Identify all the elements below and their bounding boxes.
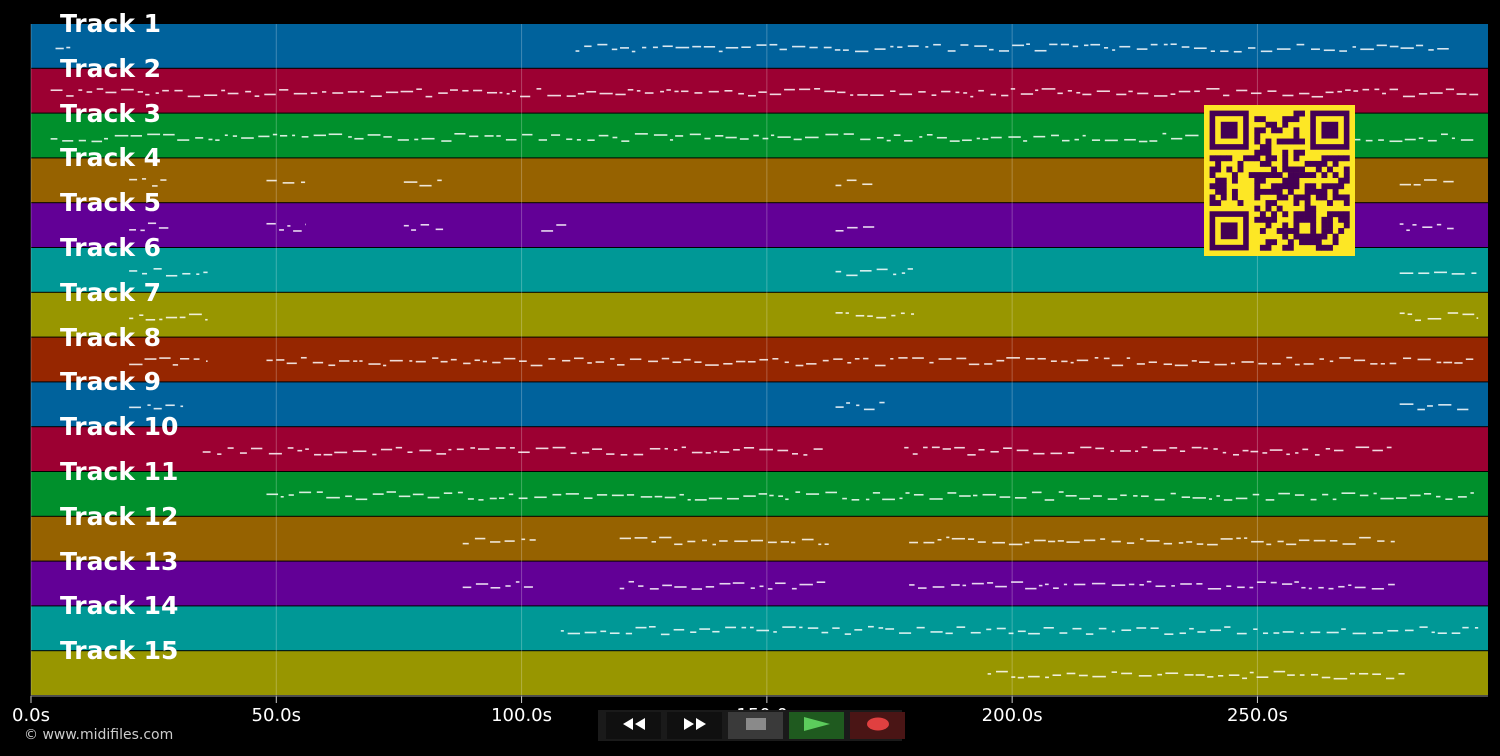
fast-forward-button[interactable] [667, 712, 722, 739]
fast-forward-icon [680, 716, 710, 735]
stop-icon [744, 716, 768, 735]
track-label: Track 15 [60, 636, 179, 666]
transport-bar [598, 710, 905, 741]
rewind-icon [619, 716, 649, 735]
record-icon [865, 716, 891, 735]
track-band [31, 561, 1488, 606]
play-icon [802, 716, 832, 735]
track-label: Track 6 [60, 233, 162, 262]
track-label: Track 13 [60, 546, 179, 576]
track-label: Track 12 [60, 501, 179, 531]
track-label: Track 9 [60, 367, 162, 397]
rewind-button[interactable] [606, 712, 661, 739]
time-tick-label: 250.0s [1226, 705, 1288, 726]
time-tick-label: 50.0s [251, 705, 302, 726]
track-label: Track 1 [60, 9, 162, 38]
time-tick-label: 0.0s [11, 705, 51, 726]
track-label: Track 7 [60, 277, 162, 307]
copyright-notice: © www.midifiles.com [24, 727, 174, 743]
track-label: Track 11 [60, 457, 179, 486]
play-button[interactable] [789, 712, 844, 739]
track-band [31, 651, 1488, 695]
track-label: Track 8 [60, 322, 162, 352]
track-label: Track 3 [60, 98, 162, 128]
track-label: Track 4 [60, 143, 162, 173]
track-label: Track 14 [60, 591, 179, 621]
track-band [31, 24, 1488, 68]
track-label: Track 10 [60, 412, 179, 442]
track-label: Track 2 [60, 53, 162, 83]
qr-code [1204, 105, 1355, 256]
time-tick-label: 200.0s [981, 705, 1043, 726]
track-band [31, 292, 1488, 337]
record-button[interactable] [850, 712, 905, 739]
track-band [31, 382, 1488, 427]
time-tick-label: 100.0s [491, 705, 553, 726]
stop-button[interactable] [728, 712, 783, 739]
track-label: Track 5 [60, 188, 162, 218]
track-band [31, 606, 1488, 651]
track-band [31, 516, 1488, 561]
